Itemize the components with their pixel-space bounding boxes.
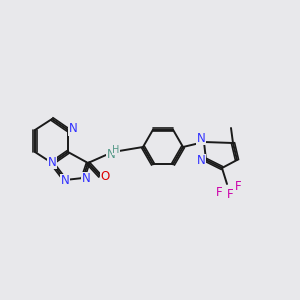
Text: N: N xyxy=(196,154,206,167)
Text: N: N xyxy=(106,148,116,160)
Text: N: N xyxy=(61,175,69,188)
Text: N: N xyxy=(82,172,90,185)
Text: N: N xyxy=(196,131,206,145)
Text: F: F xyxy=(216,185,222,199)
Text: F: F xyxy=(235,181,241,194)
Text: O: O xyxy=(100,170,109,184)
Text: N: N xyxy=(69,122,77,136)
Text: H: H xyxy=(112,145,120,155)
Text: F: F xyxy=(227,188,233,200)
Text: N: N xyxy=(48,155,56,169)
